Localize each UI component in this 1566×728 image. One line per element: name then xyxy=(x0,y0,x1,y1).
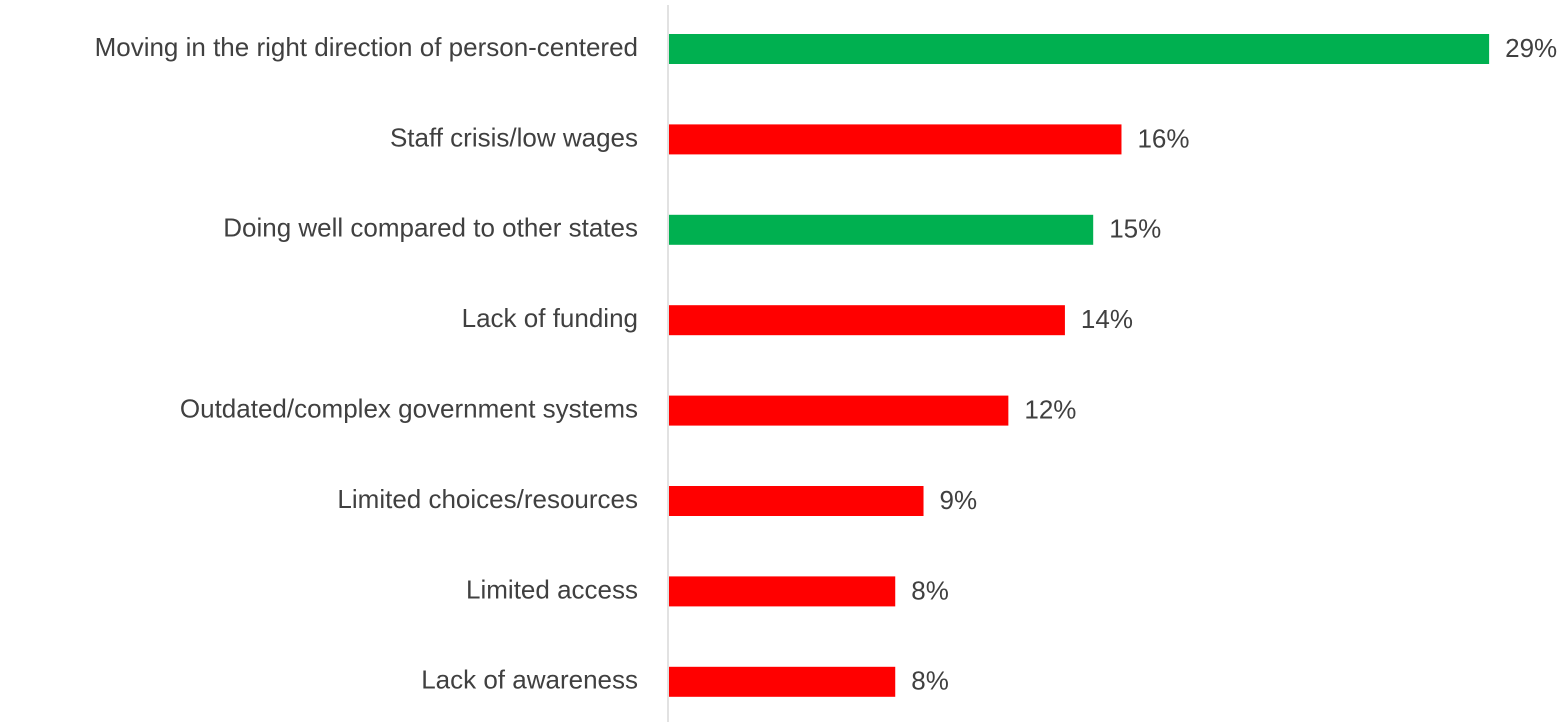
category-label: Doing well compared to other states xyxy=(223,213,638,243)
category-label: Limited access xyxy=(466,574,638,604)
value-label: 29% xyxy=(1505,33,1557,63)
bar xyxy=(669,576,896,607)
bar xyxy=(669,305,1065,336)
value-label: 8% xyxy=(911,575,949,605)
value-label: 15% xyxy=(1109,214,1161,244)
category-label: Limited choices/resources xyxy=(337,484,638,514)
category-label: Staff crisis/low wages xyxy=(390,122,638,152)
bar xyxy=(669,486,924,516)
value-label: 14% xyxy=(1081,304,1133,334)
category-label: Lack of awareness xyxy=(421,665,638,695)
category-label: Outdated/complex government systems xyxy=(180,393,638,423)
category-label: Moving in the right direction of person-… xyxy=(95,32,638,62)
value-label: 16% xyxy=(1137,123,1189,153)
value-label: 9% xyxy=(940,485,978,515)
bar xyxy=(669,395,1009,426)
category-label: Lack of funding xyxy=(462,303,638,333)
bar xyxy=(669,666,896,697)
bar xyxy=(669,124,1122,155)
bar xyxy=(669,214,1094,245)
value-label: 12% xyxy=(1024,394,1076,424)
bar xyxy=(669,34,1490,64)
value-label: 8% xyxy=(911,666,949,696)
